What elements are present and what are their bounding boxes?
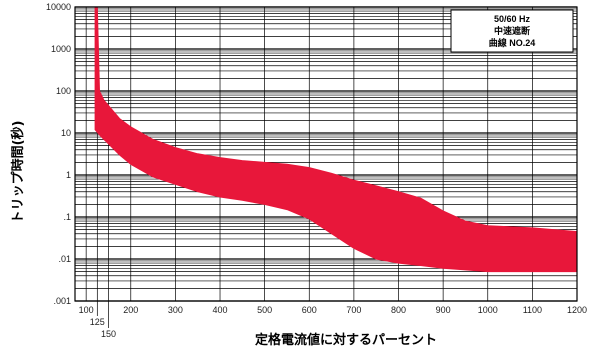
y-tick-label: 100 bbox=[56, 86, 71, 96]
legend-frequency: 50/60 Hz bbox=[494, 14, 531, 24]
x-tick-label: 400 bbox=[213, 305, 228, 315]
plot-frame bbox=[74, 6, 578, 302]
legend-frame bbox=[450, 9, 574, 53]
x-tick-label: 600 bbox=[302, 305, 317, 315]
x-tick-label: 1000 bbox=[478, 305, 498, 315]
x-tick-label: 150 bbox=[101, 329, 116, 339]
y-tick-label: 1000 bbox=[51, 44, 71, 54]
x-tick-label: 700 bbox=[346, 305, 361, 315]
y-tick-label: 10 bbox=[61, 128, 71, 138]
legend-box: 50/60 Hz 中速遮断 曲線 NO.24 bbox=[450, 9, 574, 53]
x-axis-title: 定格電流値に対するパーセント bbox=[254, 332, 437, 348]
x-tick-label: 300 bbox=[168, 305, 183, 315]
x-tick-label: 100 bbox=[79, 305, 94, 315]
y-tick-label: 1 bbox=[66, 170, 71, 180]
y-tick-label: .001 bbox=[53, 296, 71, 306]
y-axis-ticks: 10000 1000 100 10 1 .1 .01 .001 bbox=[46, 2, 71, 306]
x-tick-label: 900 bbox=[436, 305, 451, 315]
y-tick-label: .01 bbox=[58, 254, 71, 264]
x-tick-label: 800 bbox=[391, 305, 406, 315]
x-tick-label: 1100 bbox=[523, 305, 542, 315]
legend-trip-speed: 中速遮断 bbox=[494, 25, 530, 36]
x-tick-label: 500 bbox=[257, 305, 272, 315]
y-axis-title: トリップ時間(秒) bbox=[10, 121, 26, 224]
y-tick-label: 10000 bbox=[46, 2, 71, 12]
y-tick-label: .1 bbox=[63, 212, 71, 222]
x-tick-label: 200 bbox=[123, 305, 138, 315]
x-tick-label: 125 bbox=[90, 317, 105, 327]
legend-curve-number: 曲線 NO.24 bbox=[489, 37, 536, 48]
x-axis-ticks: 100 125 150 200 300 400 500 600 700 800 900 1000 110… bbox=[79, 301, 587, 339]
x-tick-label: 1200 bbox=[567, 305, 587, 315]
